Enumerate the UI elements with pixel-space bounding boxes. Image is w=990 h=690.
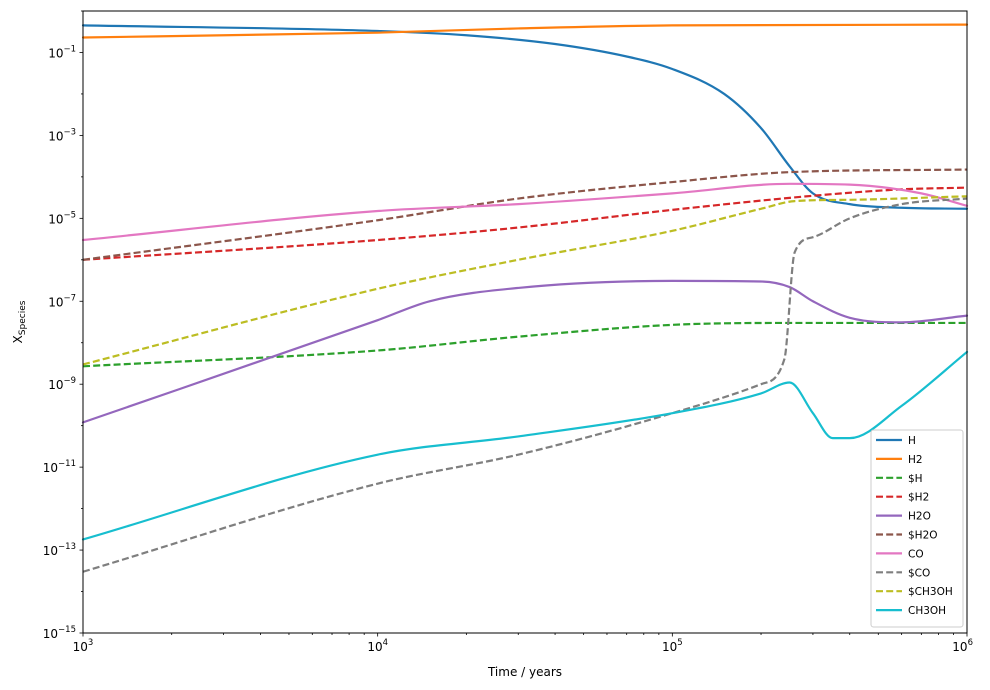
legend-label-ice-ch3oh: $CH3OH	[908, 586, 953, 598]
y-tick-label: 10−3	[48, 127, 76, 143]
x-tick-label: 105	[662, 638, 683, 654]
series-layer	[81, 23, 969, 573]
legend-label-ice-co: $CO	[908, 567, 930, 579]
legend-label-ice-h: $H	[908, 473, 923, 485]
legend-label-h: H	[908, 435, 916, 447]
series-line-h2	[81, 23, 969, 39]
y-tick-label: 10−15	[43, 625, 76, 641]
y-tick-label: 10−9	[48, 376, 76, 392]
series-line-ice-h2	[82, 186, 968, 261]
x-tick-label: 106	[952, 638, 973, 654]
legend-label-ice-h2o: $H2O	[908, 530, 938, 542]
x-axis-label: Time / years	[487, 665, 562, 679]
y-axis-label-sub: Species	[18, 300, 28, 335]
series-line-ice-co	[82, 197, 968, 573]
legend: H H2 $H $H2 H2O $H2O CO $CO $CH3OH CH3OH	[870, 429, 964, 628]
series-line-ice-ch3oh	[82, 195, 968, 366]
y-tick-label: 10−5	[48, 210, 76, 226]
legend-label-h2o: H2O	[908, 511, 931, 523]
x-axis-ticks: 103 104 105 106	[73, 633, 973, 654]
plot-frame	[82, 10, 968, 634]
y-axis-label-base: X	[11, 335, 25, 343]
legend-label-ice-h2: $H2	[908, 492, 929, 504]
y-axis-label: XSpecies	[11, 300, 28, 343]
series-line-co	[81, 182, 969, 242]
x-tick-label: 103	[73, 638, 94, 654]
legend-frame	[870, 429, 964, 628]
legend-label-h2: H2	[908, 454, 923, 466]
y-axis-ticks: 10−15 10−13 10−11 10−9 10−7 10−5 10−3 10−1	[43, 10, 83, 641]
series-line-ice-h2o	[82, 168, 968, 261]
x-tick-label: 104	[367, 638, 388, 654]
legend-label-co: CO	[908, 548, 924, 560]
y-tick-label: 10−1	[48, 44, 76, 60]
series-line-ice-h	[82, 321, 967, 368]
legend-label-ch3oh: CH3OH	[908, 605, 946, 617]
y-tick-label: 10−11	[43, 459, 76, 475]
y-tick-label: 10−13	[43, 542, 76, 558]
series-line-h2o	[81, 279, 969, 424]
series-line-ch3oh	[81, 350, 969, 541]
y-tick-label: 10−7	[48, 293, 76, 309]
